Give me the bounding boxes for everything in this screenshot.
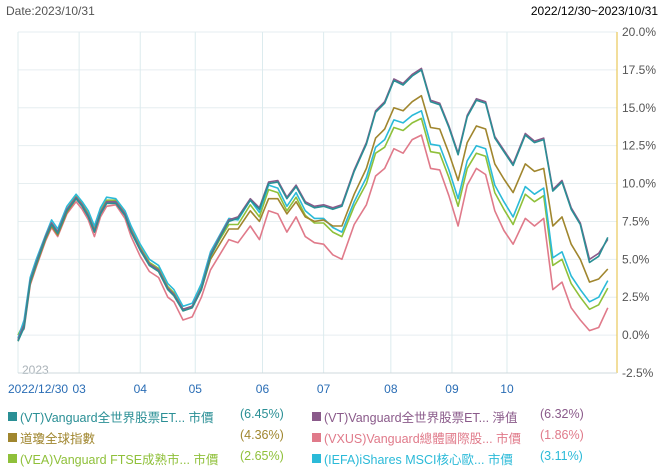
legend-swatch [312,412,321,421]
legend-row: 道瓊全球指數 (4.36%) (VXUS)Vanguard總體國際股... 市價… [0,428,666,448]
legend-value: (2.65%) [240,449,284,463]
legend-item-index[interactable]: 道瓊全球指數 [8,428,95,447]
x-tick-label: 05 [189,382,203,396]
legend-swatch [8,454,17,463]
x-tick-label: 08 [384,382,398,396]
year-watermark: 2023 [22,363,49,377]
legend-name: (VEA)Vanguard FTSE成熟市... 市價 [20,453,219,467]
legend-name: (VT)Vanguard全世界股票ET... 淨值 [324,411,518,425]
series-line-vxus [17,134,609,336]
legend-swatch [312,433,321,442]
legend-item-vea[interactable]: (VEA)Vanguard FTSE成熟市... 市價 [8,449,218,468]
legend-swatch [312,454,321,463]
series-line-iefa [17,110,609,339]
legend-swatch [8,412,17,421]
legend-name: (VT)Vanguard全世界股票ET... 市價 [20,411,214,425]
legend-name: (VXUS)Vanguard總體國際股... 市價 [324,432,522,446]
legend-value: (6.45%) [240,407,284,421]
x-tick-label: 07 [317,382,331,396]
legend-row: (VEA)Vanguard FTSE成熟市... 市價 (2.65%) (IEF… [0,449,666,469]
legend-item-iefa[interactable]: (IEFA)iShares MSCI核心歐... 市價 [312,449,513,468]
x-tick-label: 09 [445,382,459,396]
x-tick-label: 04 [134,382,148,396]
legend-item-vt-price[interactable]: (VT)Vanguard全世界股票ET... 市價 [8,407,214,426]
legend-value: (4.36%) [240,428,284,442]
legend-item-vt-nav[interactable]: (VT)Vanguard全世界股票ET... 淨值 [312,407,518,426]
y-tick-label: 10.0% [622,177,656,191]
x-tick-label: 06 [256,382,270,396]
date-range-label: 2022/12/30~2023/10/31 [530,4,658,18]
legend-row: (VT)Vanguard全世界股票ET... 市價 (6.45%) (VT)Va… [0,407,666,427]
y-tick-label: 20.0% [622,25,656,39]
y-tick-label: 2.5% [622,290,650,304]
y-tick-label: -2.5% [622,366,654,380]
y-tick-label: 0.0% [622,328,650,342]
series-line-index [17,94,609,342]
line-chart: 2023 20.0% 17.5% 15.0% 12.5% 10.0% 7.5% 5.0% 2.5… [8,25,656,396]
legend-value: (1.86%) [540,428,584,442]
date-label: Date:2023/10/31 [6,4,95,18]
legend-item-vxus[interactable]: (VXUS)Vanguard總體國際股... 市價 [312,428,521,447]
y-tick-label: 12.5% [622,139,656,153]
x-tick-label: 2022/12/30 [8,382,68,396]
legend-name: (IEFA)iShares MSCI核心歐... 市價 [324,453,513,467]
legend-value: (3.11%) [540,449,583,463]
series-line-vt_price [17,69,609,342]
legend-name: 道瓊全球指數 [20,432,96,446]
legend-swatch [8,433,17,442]
y-tick-label: 5.0% [622,252,650,266]
y-tick-label: 15.0% [622,101,656,115]
y-tick-label: 17.5% [622,63,656,77]
x-tick-label: 10 [500,382,514,396]
legend-value: (6.32%) [540,407,584,421]
y-tick-label: 7.5% [622,214,650,228]
x-tick-label: 03 [72,382,86,396]
